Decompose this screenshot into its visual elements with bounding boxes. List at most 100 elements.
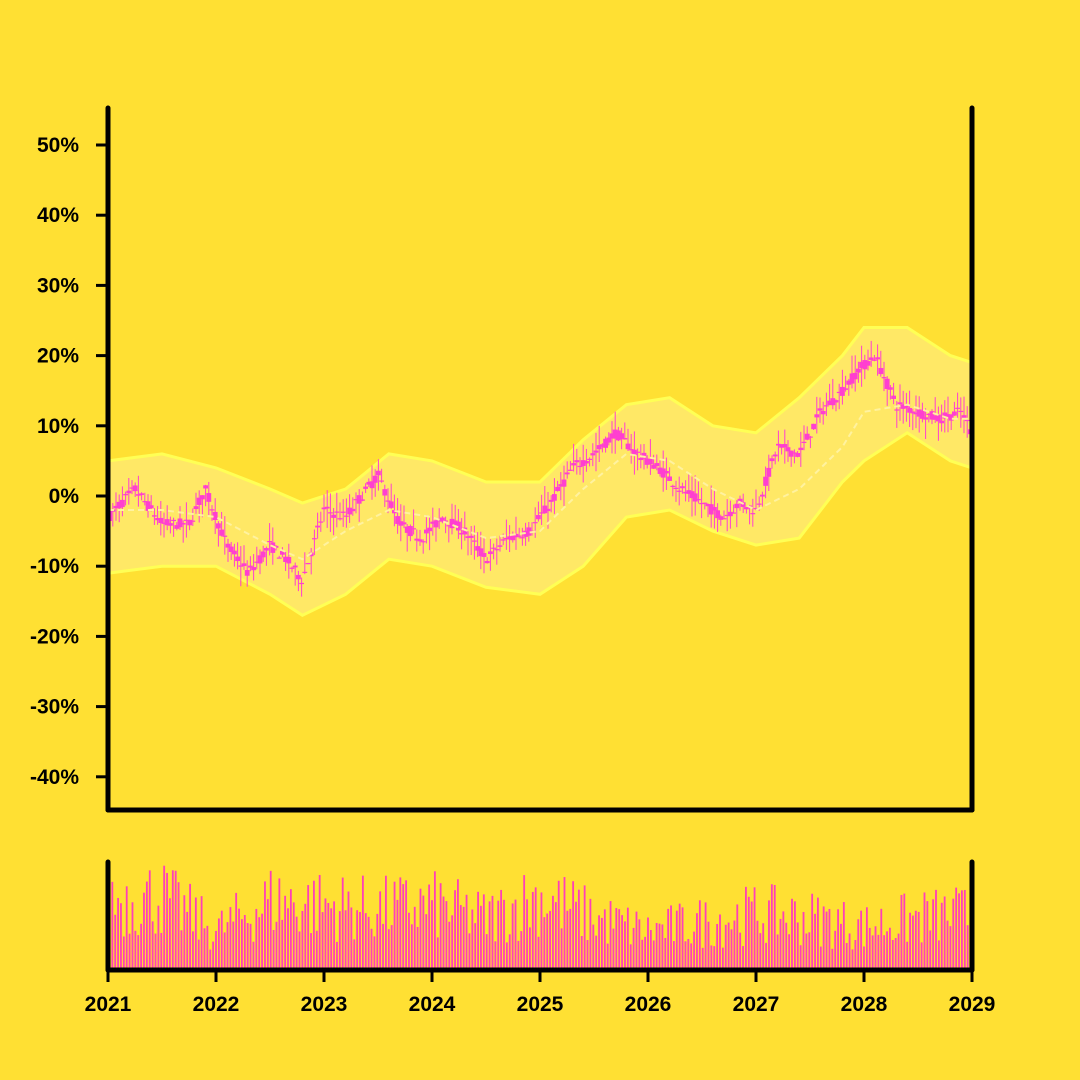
candle-body bbox=[123, 494, 128, 496]
candle-body bbox=[731, 512, 736, 514]
volume-bar bbox=[952, 898, 955, 970]
candle-body bbox=[516, 535, 522, 537]
volume-bar bbox=[687, 939, 690, 970]
volume-bar bbox=[932, 899, 935, 970]
candle-body bbox=[286, 557, 292, 564]
volume-bar bbox=[226, 922, 229, 970]
candle-body bbox=[212, 511, 218, 521]
volume-bar bbox=[160, 932, 163, 970]
volume-bar bbox=[465, 894, 468, 970]
volume-bar bbox=[756, 920, 759, 970]
candle-body bbox=[820, 411, 826, 415]
candle-body bbox=[180, 523, 186, 525]
y-tick-label: 10% bbox=[37, 415, 79, 438]
candle-layer bbox=[107, 340, 973, 597]
volume-bar bbox=[318, 875, 321, 970]
volume-bar bbox=[468, 933, 471, 970]
candle-body bbox=[766, 467, 772, 477]
volume-bar bbox=[626, 907, 629, 970]
moving-average-layer bbox=[108, 403, 972, 561]
candle-body bbox=[369, 481, 375, 489]
candle-body bbox=[961, 415, 967, 420]
volume-bar bbox=[791, 898, 793, 970]
volume-bar bbox=[298, 931, 301, 970]
volume-bar bbox=[779, 918, 782, 970]
volume-bar bbox=[125, 886, 128, 970]
volume-bar bbox=[410, 924, 413, 970]
candle-body bbox=[696, 499, 701, 501]
candle-body bbox=[260, 551, 266, 558]
candle-body bbox=[379, 480, 384, 482]
volume-bar bbox=[840, 923, 842, 970]
candle-body bbox=[299, 582, 304, 585]
volume-bar bbox=[529, 927, 531, 970]
volume-bar bbox=[385, 875, 387, 970]
candle-body bbox=[507, 536, 512, 540]
volume-bar bbox=[494, 941, 497, 970]
volume-bar bbox=[192, 931, 194, 970]
candle-body bbox=[776, 443, 781, 446]
volume-bar bbox=[577, 889, 580, 970]
volume-bar bbox=[618, 909, 621, 970]
volume-bar bbox=[834, 930, 837, 970]
candle-body bbox=[328, 512, 333, 514]
volume-bar bbox=[131, 902, 134, 970]
x-tick-label: 2029 bbox=[949, 993, 996, 1016]
volume-bar bbox=[151, 921, 154, 970]
candle-body bbox=[280, 550, 285, 555]
candle-body bbox=[334, 511, 340, 513]
candle-body bbox=[593, 450, 599, 453]
candle-body bbox=[481, 553, 487, 557]
candle-body bbox=[891, 395, 896, 399]
candle-body bbox=[616, 430, 621, 441]
candle-body bbox=[651, 464, 656, 469]
candle-body bbox=[676, 490, 682, 492]
candle-body bbox=[536, 515, 541, 520]
volume-bar bbox=[313, 880, 315, 970]
volume-bar bbox=[491, 895, 494, 970]
candle-body bbox=[545, 508, 551, 512]
volume-bar bbox=[508, 934, 511, 970]
candle-body bbox=[356, 495, 362, 504]
candle-body bbox=[424, 529, 429, 534]
candle-body bbox=[888, 387, 893, 390]
candle-body bbox=[817, 408, 823, 411]
candle-body bbox=[344, 515, 349, 517]
volume-bar bbox=[269, 870, 272, 970]
volume-bar bbox=[569, 908, 572, 970]
volume-bar bbox=[684, 941, 687, 970]
candle-body bbox=[580, 460, 586, 466]
volume-bar bbox=[206, 925, 209, 970]
volume-bar bbox=[531, 891, 534, 970]
candle-body bbox=[670, 485, 676, 488]
candle-body bbox=[657, 467, 663, 474]
candle-body bbox=[388, 501, 394, 508]
volume-bar bbox=[655, 922, 658, 970]
volume-bar bbox=[897, 933, 900, 970]
volume-bar bbox=[644, 936, 647, 970]
volume-bar bbox=[891, 939, 894, 970]
volume-bar bbox=[808, 932, 811, 970]
volume-bar bbox=[880, 908, 883, 970]
candle-body bbox=[155, 518, 160, 521]
volume-bar bbox=[140, 923, 143, 970]
candle-body bbox=[257, 555, 263, 564]
candle-body bbox=[737, 498, 743, 503]
volume-bar bbox=[606, 943, 609, 970]
candle-body bbox=[401, 522, 407, 525]
volume-bar bbox=[595, 935, 598, 970]
volume-bar bbox=[586, 940, 589, 970]
candle-body bbox=[664, 470, 669, 474]
y-tick-label: 40% bbox=[37, 204, 79, 227]
volume-bar bbox=[413, 906, 416, 970]
candle-body bbox=[484, 561, 490, 564]
volume-bar bbox=[402, 884, 405, 970]
candle-body bbox=[804, 433, 810, 440]
candle-body bbox=[859, 361, 864, 368]
candle-body bbox=[587, 458, 592, 460]
volume-bar bbox=[851, 949, 854, 970]
volume-bar bbox=[428, 884, 431, 970]
candle-body bbox=[443, 520, 448, 522]
volume-bar bbox=[134, 930, 137, 970]
candle-body bbox=[564, 472, 570, 475]
